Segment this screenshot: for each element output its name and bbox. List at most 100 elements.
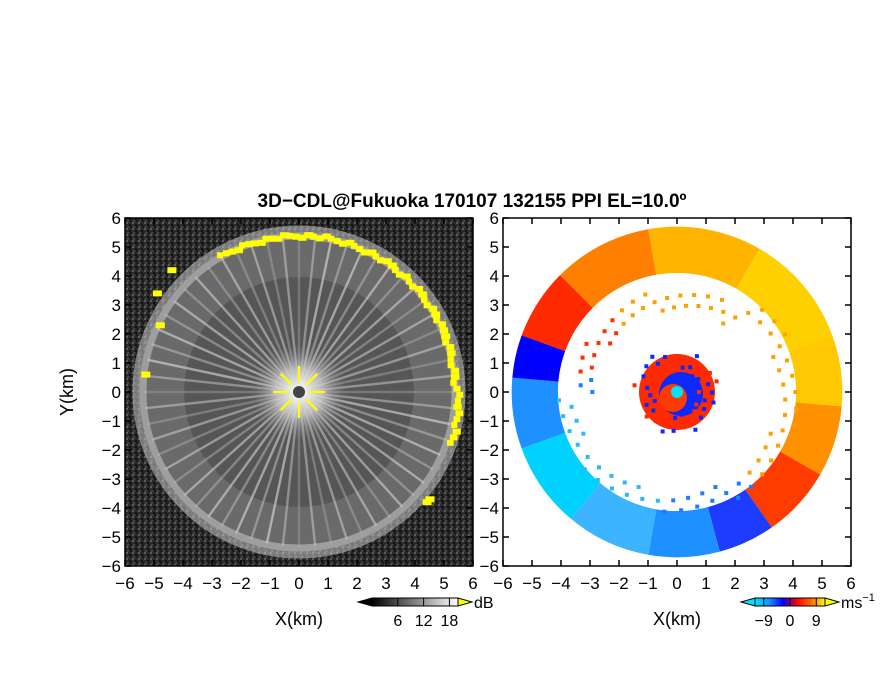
doppler-speckle (561, 414, 566, 419)
snr-y-tick-label: −3 (102, 470, 121, 489)
doppler-speckle (609, 486, 614, 491)
snr-yellow-pixel (441, 333, 451, 340)
doppler-speckle (582, 467, 587, 472)
doppler-x-tick-label: 3 (759, 574, 768, 593)
doppler-colorbar-unit: ms−1 (841, 592, 875, 612)
doppler-speckle (684, 303, 689, 308)
snr-yellow-pixel (286, 232, 293, 239)
doppler-y-tick-label: −4 (480, 499, 499, 518)
doppler-cluster-speckle (673, 415, 678, 420)
doppler-cluster-speckle (688, 415, 693, 420)
doppler-speckle (556, 398, 561, 403)
doppler-cluster-speckle (688, 365, 693, 370)
doppler-speckle (747, 470, 752, 475)
doppler-x-tick-label: 1 (701, 574, 710, 593)
doppler-speckle (794, 406, 799, 411)
doppler-speckle (769, 458, 774, 463)
snr-x-axis-label: X(km) (275, 609, 323, 629)
snr-x-tick-label: −5 (144, 574, 163, 593)
doppler-speckle (589, 377, 594, 382)
doppler-speckle (784, 358, 789, 363)
doppler-speckle (756, 458, 761, 463)
snr-yellow-pixel (442, 339, 449, 346)
doppler-speckle (575, 442, 580, 447)
snr-center-yellow-spoke (279, 398, 293, 412)
doppler-x-axis-label: X(km) (653, 609, 701, 629)
doppler-speckle (721, 321, 726, 326)
doppler-cluster-speckle (653, 419, 658, 424)
snr-y-tick-label: 5 (112, 238, 121, 257)
snr-yellow-pixel (167, 267, 177, 274)
doppler-speckle (610, 318, 615, 323)
doppler-cluster-speckle (655, 361, 660, 366)
doppler-speckle (608, 341, 613, 346)
doppler-colorbar-tick-label: 0 (786, 613, 795, 630)
doppler-speckle (652, 300, 657, 305)
doppler-cluster-speckle (709, 390, 714, 395)
doppler-speckle (783, 412, 788, 417)
doppler-y-tick-label: 3 (490, 296, 499, 315)
snr-yellow-pixel (376, 257, 385, 264)
snr-x-tick-label: 1 (323, 574, 332, 593)
doppler-y-tick-label: −6 (480, 557, 499, 576)
snr-yellow-pixel (447, 356, 454, 363)
doppler-cluster-speckle (694, 402, 699, 407)
snr-yellow-pixel (418, 291, 427, 298)
doppler-cluster-speckle (680, 365, 685, 370)
doppler-cluster-speckle (650, 354, 655, 359)
snr-yellow-pixel (453, 385, 461, 392)
snr-x-tick-label: −4 (173, 574, 192, 593)
doppler-velocity-image (511, 226, 843, 558)
doppler-speckle (746, 310, 751, 315)
snr-yellow-pixel (322, 233, 331, 240)
doppler-x-tick-label: −3 (580, 574, 599, 593)
doppler-speckle (775, 443, 780, 448)
doppler-colorbar-unit-exponent: −1 (862, 592, 875, 604)
snr-yellow-pixel (315, 235, 324, 242)
doppler-speckle (569, 404, 574, 409)
doppler-speckle (619, 308, 624, 313)
doppler-cluster-speckle (682, 356, 687, 361)
doppler-speckle (636, 485, 641, 490)
doppler-speckle (777, 344, 782, 349)
doppler-speckle (760, 472, 765, 477)
snr-yellow-pixel (280, 232, 289, 239)
doppler-cluster-speckle (694, 354, 699, 359)
snr-yellow-pixel (274, 235, 283, 242)
snr-yellow-pixel (345, 239, 355, 246)
doppler-speckle (567, 429, 572, 434)
doppler-y-tick-label: −5 (480, 528, 499, 547)
snr-colorbar-under-arrow (356, 597, 373, 607)
doppler-ring-sector (648, 506, 720, 558)
doppler-speckle (695, 504, 700, 509)
snr-colorbar-tick-label: 12 (415, 613, 433, 630)
doppler-speckle (574, 418, 579, 423)
doppler-speckle (783, 332, 788, 337)
doppler-ring-sector (780, 402, 842, 475)
snr-colorbar-over-arrow (457, 597, 474, 607)
doppler-speckle (700, 491, 705, 496)
doppler-speckle (592, 353, 597, 358)
doppler-x-tick-label: 0 (672, 574, 681, 593)
doppler-speckle (780, 428, 785, 433)
snr-yellow-pixel (450, 379, 457, 386)
snr-yellow-pixel (421, 296, 428, 303)
snr-colorbar-ramp (371, 597, 459, 607)
doppler-speckle (777, 368, 782, 373)
snr-y-tick-label: 6 (112, 209, 121, 228)
snr-x-tick-label: 0 (294, 574, 303, 593)
doppler-speckle (792, 423, 797, 428)
doppler-ring-sector (511, 377, 566, 449)
doppler-speckle (585, 454, 590, 459)
doppler-speckle (708, 306, 713, 311)
doppler-cluster-speckle (692, 409, 697, 414)
snr-x-tick-label: −2 (231, 574, 250, 593)
snr-yellow-pixel (423, 302, 431, 309)
doppler-colorbar-tick-label: 9 (812, 613, 821, 630)
doppler-ring-sector (560, 229, 657, 308)
doppler-speckle (686, 495, 691, 500)
doppler-cluster-speckle (673, 359, 678, 364)
snr-y-tick-label: −2 (102, 441, 121, 460)
